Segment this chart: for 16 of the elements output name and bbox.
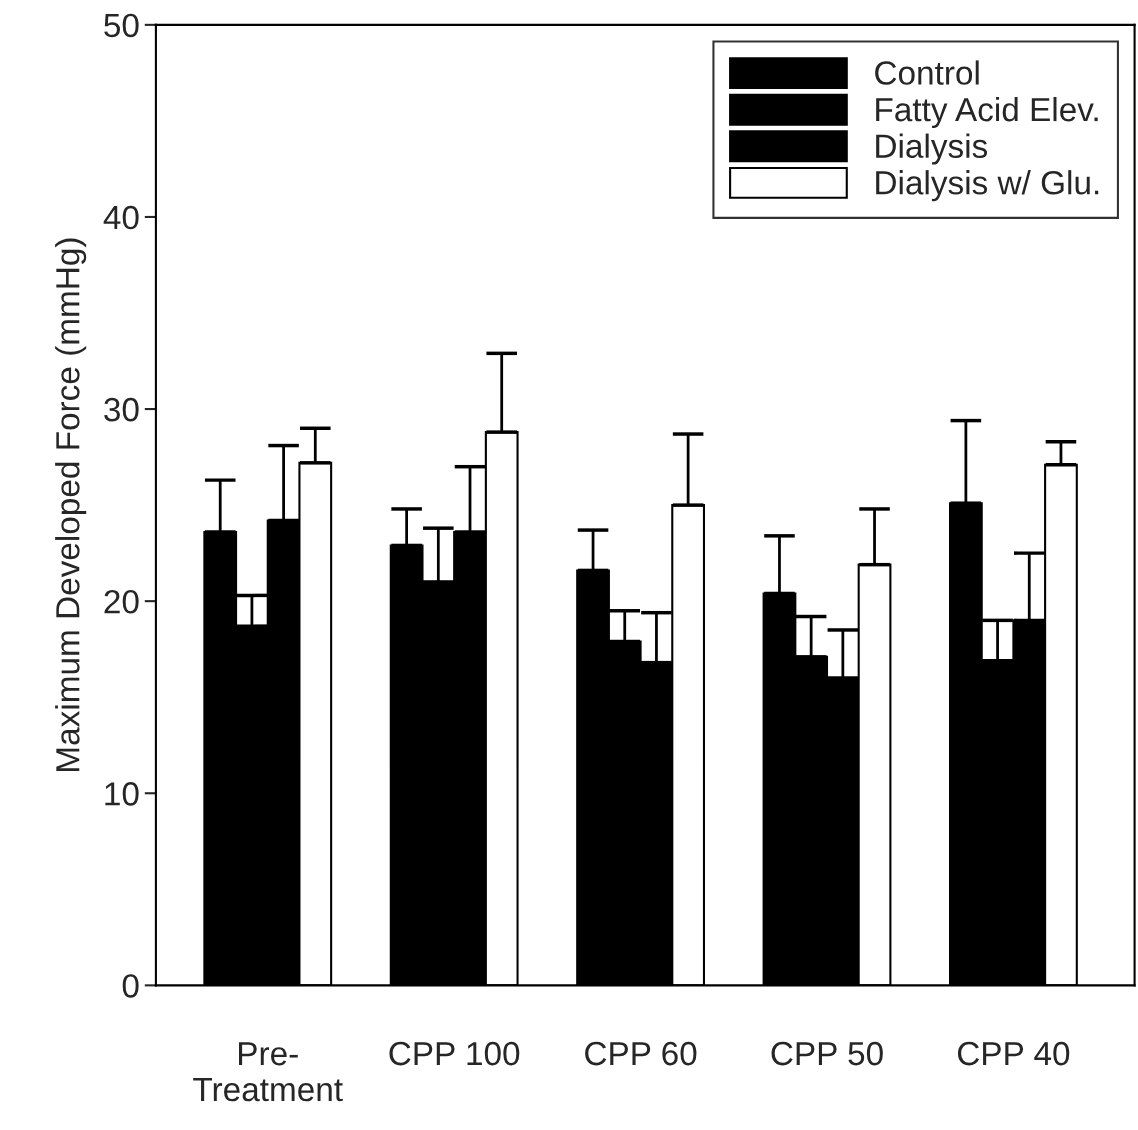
y-axis-title: Maximum Developed Force (mmHg) bbox=[55, 238, 87, 771]
y-tick-label: 40 bbox=[103, 205, 139, 230]
y-tick-label: 20 bbox=[104, 589, 139, 614]
y-tick-label: 10 bbox=[105, 782, 139, 806]
x-tick-label: CPP 40 bbox=[957, 1041, 1070, 1066]
legend-label: Dialysis bbox=[876, 133, 988, 165]
x-tick-label: CPP 60 bbox=[585, 1041, 697, 1066]
x-tick-label: Pre- Treatment bbox=[193, 1042, 343, 1102]
legend-label: Control bbox=[875, 60, 979, 85]
y-tick-label: 50 bbox=[104, 13, 139, 38]
legend-label: Dialysis w/ Glu. bbox=[876, 170, 1099, 202]
legend-label: Fatty Acid Elev. bbox=[876, 96, 1098, 129]
y-tick-label: 0 bbox=[122, 974, 139, 998]
y-tick-label: 30 bbox=[104, 397, 139, 422]
x-tick-label: CPP 100 bbox=[389, 1041, 520, 1066]
x-tick-label: CPP 50 bbox=[771, 1041, 883, 1066]
